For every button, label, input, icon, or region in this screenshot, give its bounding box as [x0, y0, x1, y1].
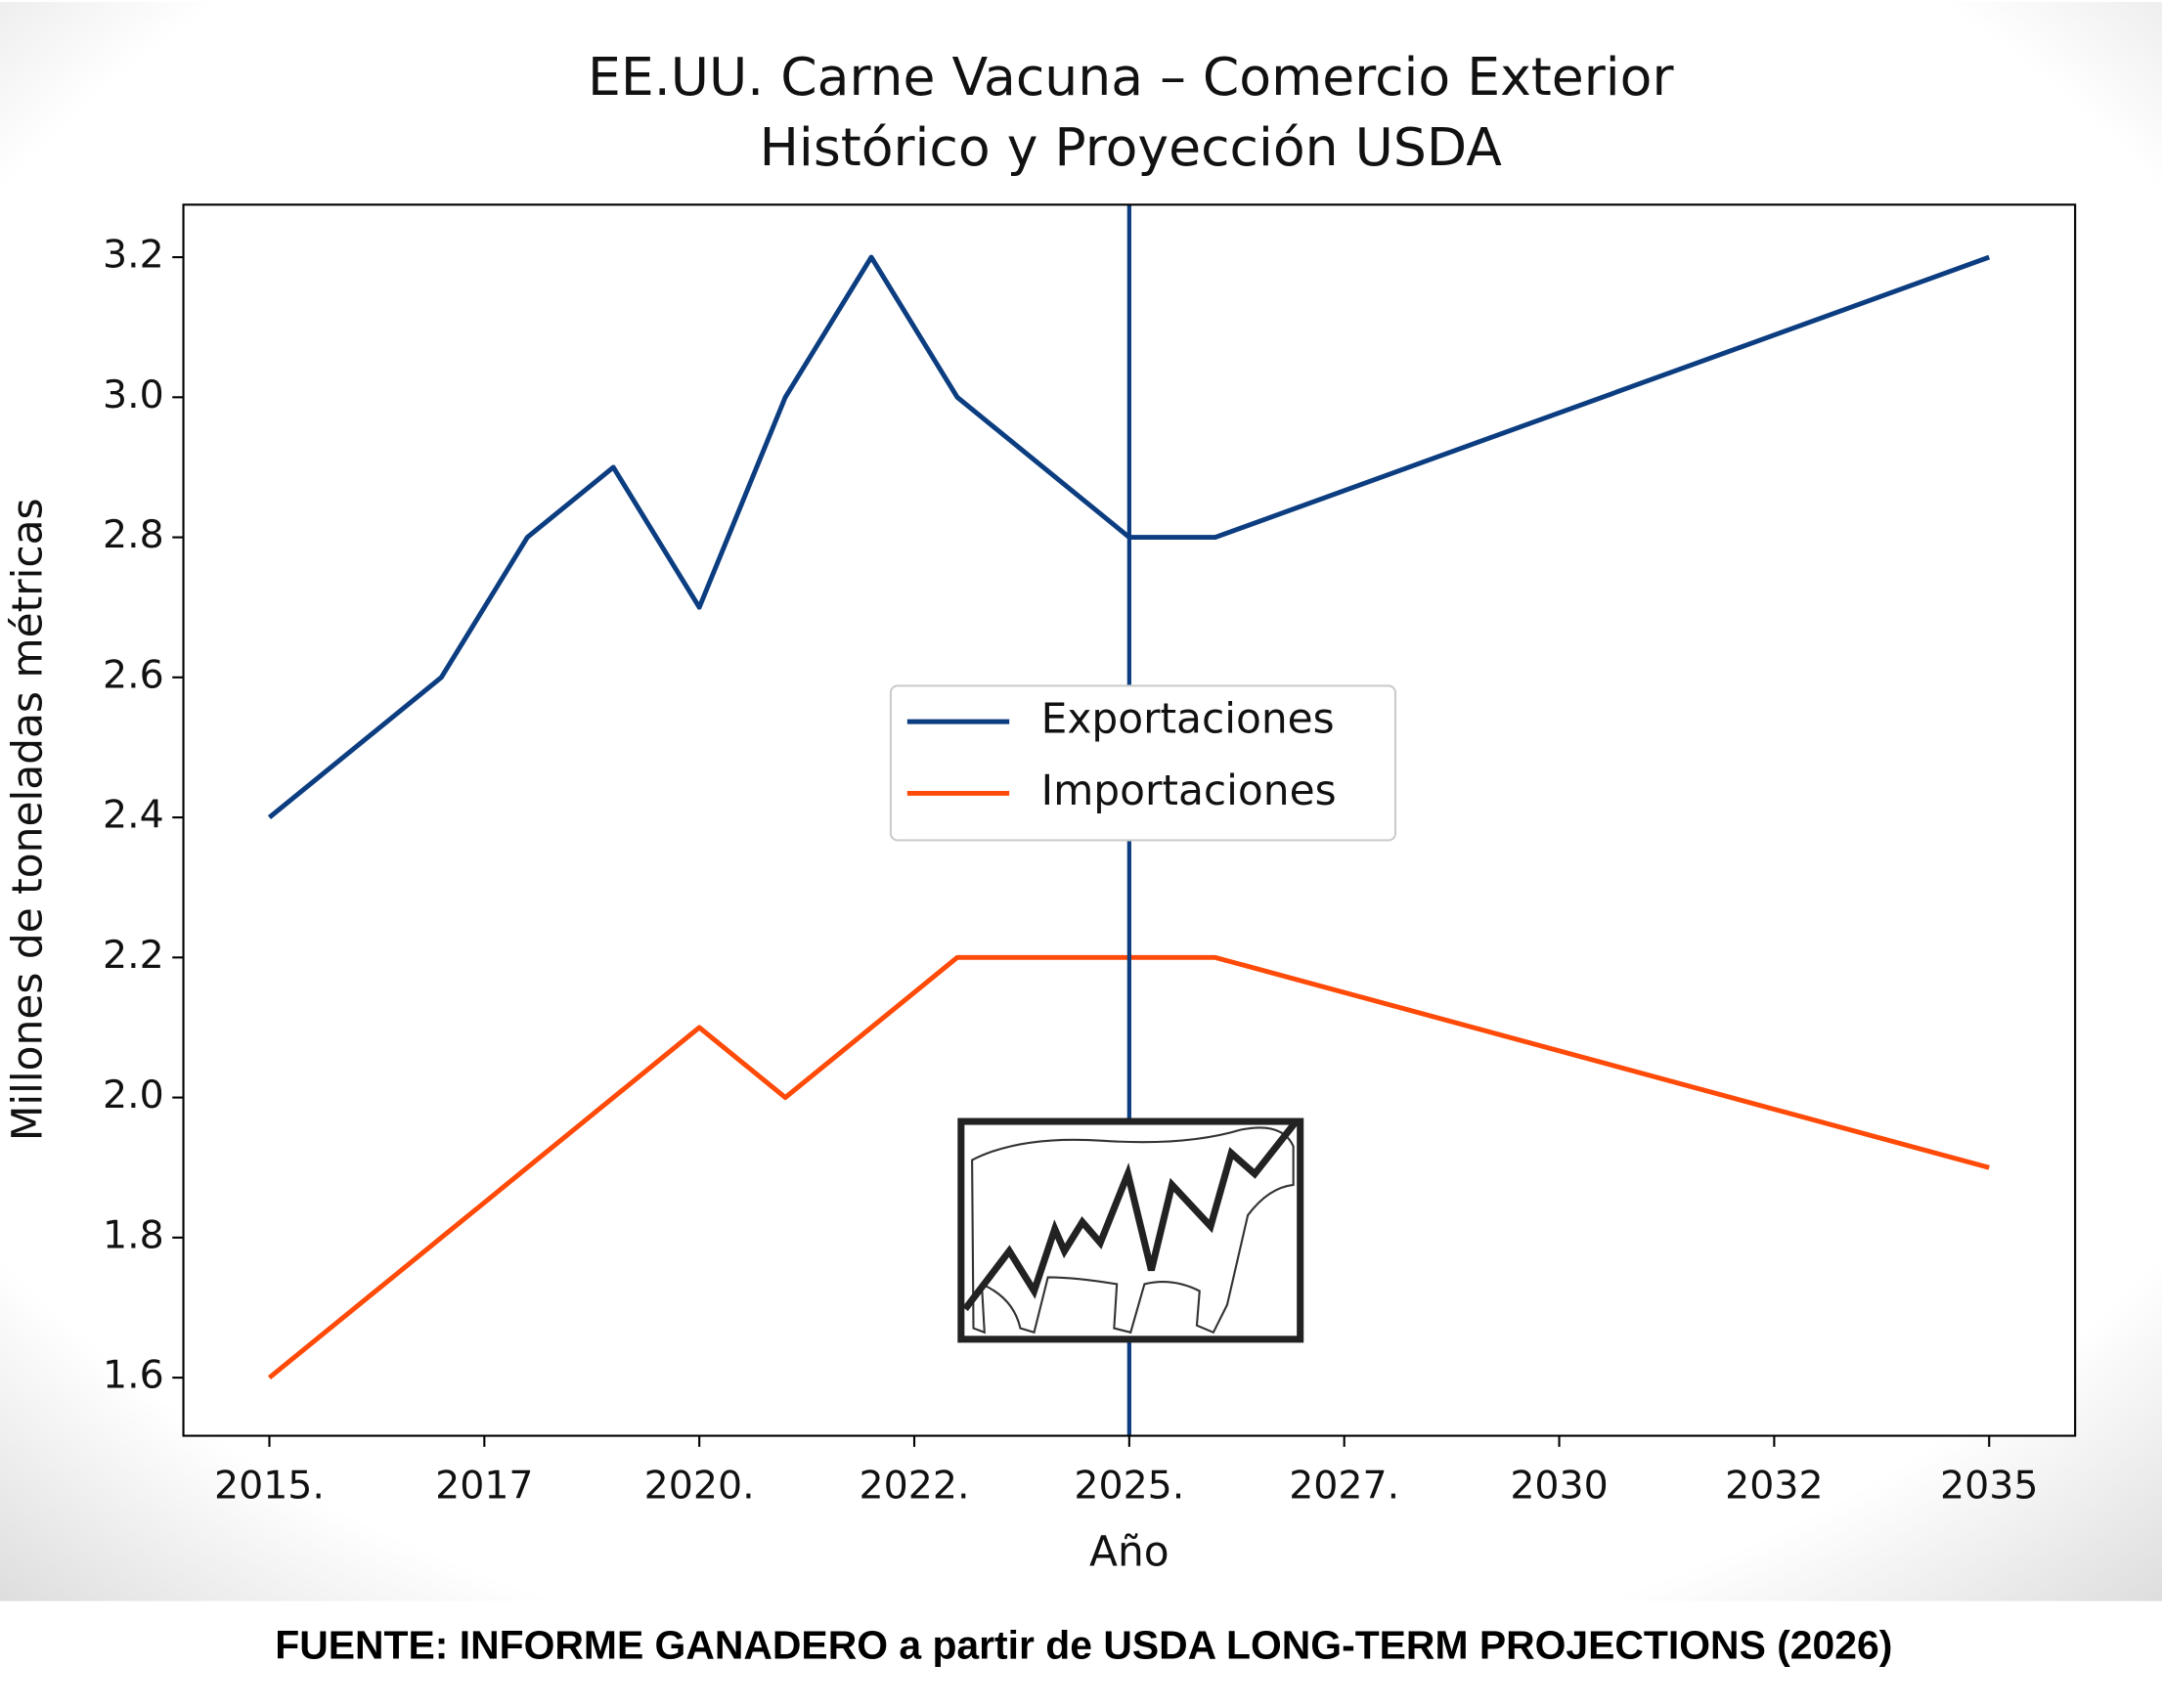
- legend-box: [889, 684, 1397, 842]
- legend-label: Exportaciones: [1041, 695, 1335, 743]
- y-tick-label: 1.8: [103, 1212, 164, 1257]
- logo-cow: [971, 1126, 1295, 1335]
- x-tick-label: 2022.: [860, 1464, 970, 1509]
- x-tick-label: 2017: [435, 1464, 533, 1509]
- x-tick-label: 2027.: [1289, 1464, 1399, 1509]
- y-tick-label: 2.0: [103, 1073, 164, 1117]
- x-tick-label: 2030: [1510, 1464, 1608, 1509]
- footer-bg: [0, 1600, 2162, 1706]
- chart-subtitle: Histórico y Proyección USDA: [760, 116, 1503, 178]
- logo-trend: [962, 1118, 1300, 1311]
- y-tick-label: 2.6: [103, 652, 164, 697]
- y-tick-label: 2.8: [103, 512, 164, 557]
- x-tick-label: 2025.: [1074, 1464, 1184, 1509]
- y-axis-label: Millones de toneladas métricas: [4, 498, 52, 1141]
- y-tick-label: 2.4: [103, 793, 164, 838]
- x-tick-label: 2035: [1940, 1464, 2038, 1509]
- chart-title: EE.UU. Carne Vacuna – Comercio Exterior: [588, 46, 1674, 108]
- y-tick-label: 1.6: [103, 1353, 164, 1398]
- y-tick-label: 3.0: [103, 372, 164, 417]
- plot-frame: [182, 203, 2077, 1437]
- x-tick-label: 2015.: [214, 1464, 325, 1509]
- source-note: FUENTE: INFORME GANADERO a partir de USD…: [275, 1623, 1892, 1668]
- series-line: [267, 954, 1990, 1380]
- series-line: [267, 254, 1991, 820]
- legend-label: Importaciones: [1041, 766, 1337, 814]
- logo-icon: [957, 1117, 1304, 1343]
- x-tick-label: 2032: [1725, 1464, 1823, 1509]
- y-tick-label: 3.2: [103, 233, 164, 278]
- x-axis-label: Año: [1089, 1527, 1169, 1575]
- x-tick-label: 2020.: [644, 1464, 755, 1509]
- y-tick-label: 2.2: [103, 933, 164, 978]
- legend: Exportaciones Importaciones: [889, 684, 1397, 842]
